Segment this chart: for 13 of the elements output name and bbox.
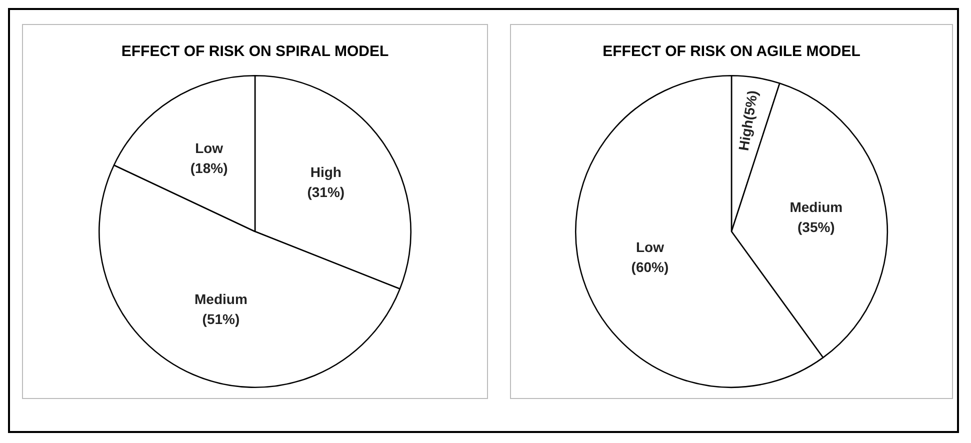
- data-label: (35%): [797, 218, 835, 235]
- slice-label: Low: [636, 238, 664, 255]
- chart-title: EFFECT OF RISK ON SPIRAL MODEL: [121, 43, 389, 60]
- slice-label: Low: [195, 140, 224, 156]
- data-label: (60%): [631, 258, 669, 275]
- data-label: (18%): [190, 160, 228, 176]
- data-label: (51%): [202, 311, 240, 328]
- slice-label: Medium: [194, 291, 248, 308]
- chart-title: EFFECT OF RISK ON AGILE MODEL: [602, 43, 860, 60]
- slice-label: High(5%): [735, 89, 761, 152]
- slice-label: High: [310, 164, 342, 180]
- slice-label: Medium: [790, 198, 843, 215]
- data-label: (31%): [307, 184, 345, 200]
